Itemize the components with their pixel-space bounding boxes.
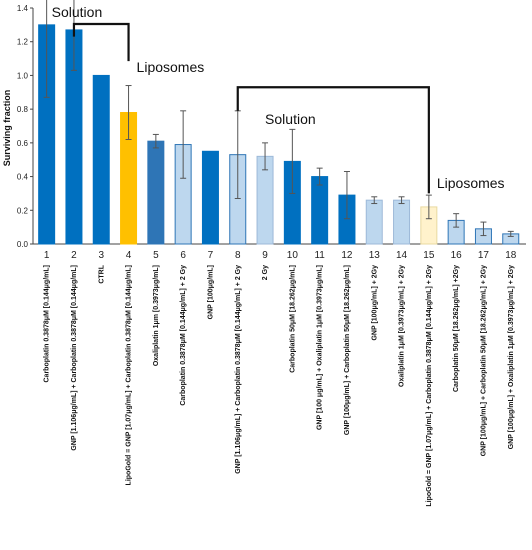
category-number: 5 — [153, 250, 159, 261]
category-number: 3 — [98, 250, 104, 261]
category-label: GNP [1.106μg/mL] + Carboplatin 0.3878μM … — [71, 265, 78, 451]
annotation-label: Liposomes — [137, 59, 205, 75]
annotation-label: Solution — [52, 4, 103, 20]
comparison-bracket — [236, 86, 430, 194]
bar — [365, 199, 383, 245]
category-label: CTRL — [98, 264, 105, 283]
category-number: 13 — [369, 250, 381, 261]
category-number: 17 — [478, 250, 490, 261]
category-label: GNP [100μg/mL] + Carboplatin 50μM [18.26… — [344, 265, 351, 435]
bar — [393, 199, 411, 245]
category-number: 10 — [287, 250, 299, 261]
category-number: 16 — [451, 250, 463, 261]
category-label: Carboplatin 50μM [18.262μg/mL] +2Gy — [453, 265, 460, 392]
y-tick-label: 0.4 — [17, 173, 29, 182]
category-label: GNP [100μg/mL] + 2Gy — [371, 265, 378, 341]
category-number: 15 — [423, 250, 435, 261]
bars — [38, 24, 520, 245]
category-label: GNP [100μg/mL] + Oxaliplatin 1μM [0.3973… — [508, 265, 515, 449]
category-number: 18 — [505, 250, 517, 261]
comparison-brackets: Solution Liposomes Solution Liposomes — [52, 4, 505, 194]
y-tick-label: 1.0 — [17, 71, 29, 80]
category-labels: Carboplatin 0.3878μM [0.144μg/mL] GNP [1.… — [44, 264, 515, 506]
category-label: Carboplatin 50μM [18.262μg/mL] — [289, 265, 296, 373]
y-axis-label: Surviving fraction — [2, 90, 12, 167]
y-tick-label: 0.0 — [17, 240, 29, 249]
category-label: LipoGold = GNP [1.07μg/mL] + Carboplatin… — [126, 265, 133, 485]
category-label: GNP [100μg/mL] — [207, 265, 214, 319]
category-label: Oxaliplatin 1μM [0.3973μg/mL] + 2Gy — [399, 265, 406, 387]
category-numbers: 1 2 3 4 5 6 7 8 9 10 11 12 13 14 15 16 17 18 — [44, 250, 517, 261]
category-number: 1 — [44, 250, 50, 261]
category-label: Oxaliplatin 1μm [0.3973μg/mL] — [153, 265, 160, 366]
y-tick-label: 0.2 — [17, 206, 29, 215]
category-number: 7 — [208, 250, 214, 261]
annotation-label: Liposomes — [437, 175, 505, 191]
category-label: GNP [100 μg/mL] + Oxaliplatin 1μM [0.397… — [317, 265, 324, 430]
y-ticks: 0.0 0.2 0.4 0.6 0.8 1.0 1.2 1.4 — [17, 4, 33, 249]
bar — [92, 74, 110, 245]
annotation-label: Solution — [265, 111, 316, 127]
category-label: Carboplatin 0.3878μM [0.144μg/mL] + 2 Gy — [180, 265, 187, 406]
category-label: GNP [1.106μg/mL] + Carboplatin 0.3878μM … — [235, 265, 242, 474]
bar — [147, 140, 165, 245]
y-tick-label: 1.4 — [17, 4, 29, 13]
category-number: 11 — [314, 250, 325, 261]
category-label: GNP [100μg/mL] + Carboplatin 50μM [18.26… — [480, 265, 487, 456]
category-number: 8 — [235, 250, 241, 261]
y-tick-label: 0.8 — [17, 105, 29, 114]
y-tick-label: 0.6 — [17, 139, 29, 148]
category-label: 2 Gy — [262, 265, 269, 280]
bar — [201, 150, 219, 245]
bar — [311, 176, 329, 245]
category-number: 6 — [180, 250, 186, 261]
category-label: LipoGold = GNP [1.07μg/mL] + Carboplatin… — [426, 265, 433, 507]
y-tick-label: 1.2 — [17, 38, 29, 47]
category-number: 2 — [71, 250, 77, 261]
category-number: 12 — [341, 250, 353, 261]
category-number: 9 — [262, 250, 268, 261]
comparison-bracket — [72, 22, 130, 62]
category-label: Carboplatin 0.3878μM [0.144μg/mL] — [44, 265, 51, 383]
category-number: 4 — [126, 250, 132, 261]
category-number: 14 — [396, 250, 408, 261]
